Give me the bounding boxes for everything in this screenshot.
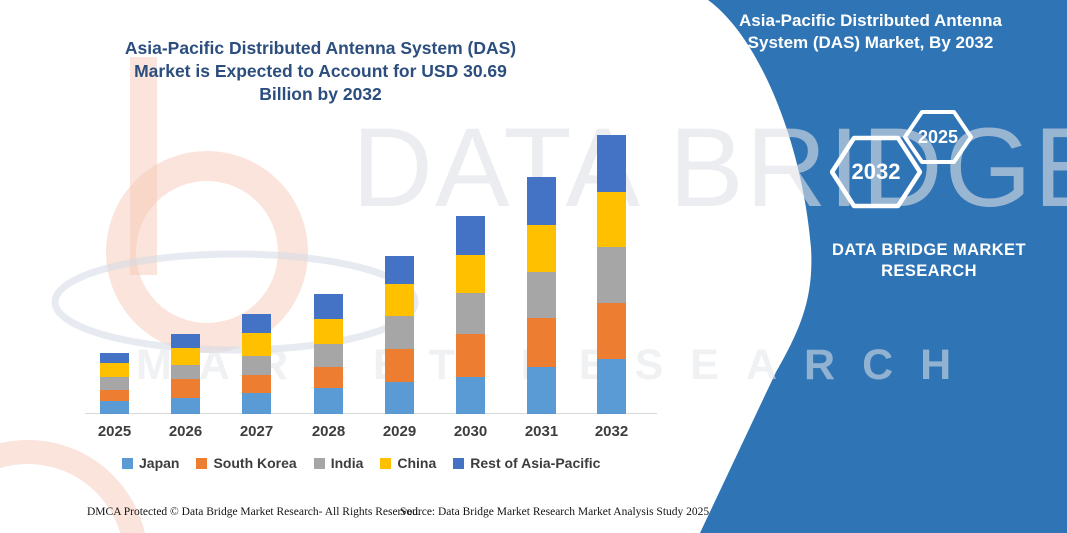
legend-item-india: India	[313, 455, 364, 471]
hexagon-2025: 2025	[903, 109, 973, 165]
bar-segment-japan	[171, 398, 200, 414]
bar-segment-india	[100, 377, 129, 390]
bar-segment-rest-of-asia-pacific	[597, 135, 626, 192]
bar-segment-rest-of-asia-pacific	[100, 353, 129, 363]
bar-segment-india	[597, 247, 626, 303]
brand-name: DATA BRIDGE MARKET RESEARCH	[832, 241, 1026, 281]
x-axis-label: 2028	[311, 423, 346, 440]
x-axis-line	[85, 413, 657, 414]
legend-item-japan: Japan	[122, 455, 179, 471]
legend-swatch-icon	[122, 457, 133, 469]
bar-segment-south-korea	[100, 389, 129, 402]
bar-segment-japan	[314, 388, 343, 414]
legend-label: Japan	[139, 455, 180, 471]
footer-source-text: Source: Data Bridge Market Research Mark…	[400, 506, 710, 518]
legend-swatch-icon	[196, 457, 208, 469]
bar-segment-rest-of-asia-pacific	[527, 176, 556, 225]
bar-segment-south-korea	[527, 318, 556, 368]
watermark-text-data-bridge: DATA BRIDGE	[352, 105, 1067, 230]
bar-segment-china	[456, 255, 485, 294]
bar-segment-south-korea	[597, 302, 626, 360]
legend-label: South Korea	[213, 455, 297, 471]
bar-segment-china	[171, 348, 200, 365]
bar-segment-rest-of-asia-pacific	[456, 216, 485, 255]
hexagon-outline-icon	[829, 135, 923, 209]
hexagon-2032-label: 2032	[851, 159, 901, 184]
bar-segment-india	[456, 293, 485, 334]
legend-item-rest-of-asia-pacific: Rest of Asia-Pacific	[453, 455, 600, 471]
bar-segment-south-korea	[314, 367, 343, 389]
bar-segment-india	[242, 356, 271, 375]
bar-segment-japan	[242, 393, 271, 414]
hexagon-outline-icon	[903, 110, 973, 164]
legend-label: China	[397, 455, 437, 471]
bar-segment-south-korea	[242, 375, 271, 394]
bar-chart: Japan South Korea India China Rest of Asia-P…	[85, 135, 657, 471]
legend-label: India	[330, 455, 364, 471]
x-axis-label: 2027	[239, 423, 274, 440]
bar-segment-china	[597, 191, 626, 248]
bar-segment-china	[314, 319, 343, 344]
legend: Japan South Korea India China Rest of Asia-P…	[122, 455, 600, 471]
bar-segment-india	[527, 271, 556, 319]
footer-dmca-text: DMCA Protected © Data Bridge Market Rese…	[87, 506, 421, 518]
bar-segment-japan	[100, 401, 129, 414]
bar-segment-south-korea	[385, 349, 414, 383]
legend-label: Rest of Asia-Pacific	[470, 455, 601, 471]
legend-item-south-korea: South Korea	[196, 455, 297, 471]
bar-segment-india	[385, 316, 414, 349]
hexagon-2032: 2032	[829, 135, 923, 209]
bar-segment-japan	[597, 359, 626, 414]
legend-swatch-icon	[453, 457, 465, 469]
bar-segment-rest-of-asia-pacific	[314, 294, 343, 319]
legend-swatch-icon	[380, 457, 392, 469]
x-axis-label: 2026	[168, 423, 203, 440]
dbmr-logo-watermark-icon	[0, 57, 419, 533]
bar-segment-rest-of-asia-pacific	[385, 256, 414, 284]
bar-segment-japan	[456, 376, 485, 414]
bar-segment-japan	[527, 367, 556, 414]
bar-segment-south-korea	[456, 334, 485, 377]
chart-title: Asia-Pacific Distributed Antenna System …	[124, 38, 517, 104]
bar-segment-japan	[385, 382, 414, 414]
legend-item-china: China	[380, 455, 436, 471]
bar-segment-china	[527, 224, 556, 272]
bar-segment-china	[242, 333, 271, 356]
bar-segment-india	[171, 364, 200, 379]
bar-segment-rest-of-asia-pacific	[171, 334, 200, 348]
bar-segment-rest-of-asia-pacific	[242, 314, 271, 334]
bar-segment-south-korea	[171, 379, 200, 398]
x-axis-label: 2029	[382, 423, 417, 440]
legend-swatch-icon	[313, 457, 325, 469]
bar-segment-india	[314, 344, 343, 368]
hexagon-2025-label: 2025	[917, 126, 959, 147]
x-axis-label: 2032	[594, 423, 629, 440]
x-axis-label: 2030	[453, 423, 488, 440]
panel-title: Asia-Pacific Distributed Antenna System …	[739, 11, 1002, 53]
bar-segment-china	[100, 363, 129, 378]
x-axis-label: 2025	[97, 423, 132, 440]
x-axis-label: 2031	[524, 423, 559, 440]
bar-segment-china	[385, 284, 414, 316]
